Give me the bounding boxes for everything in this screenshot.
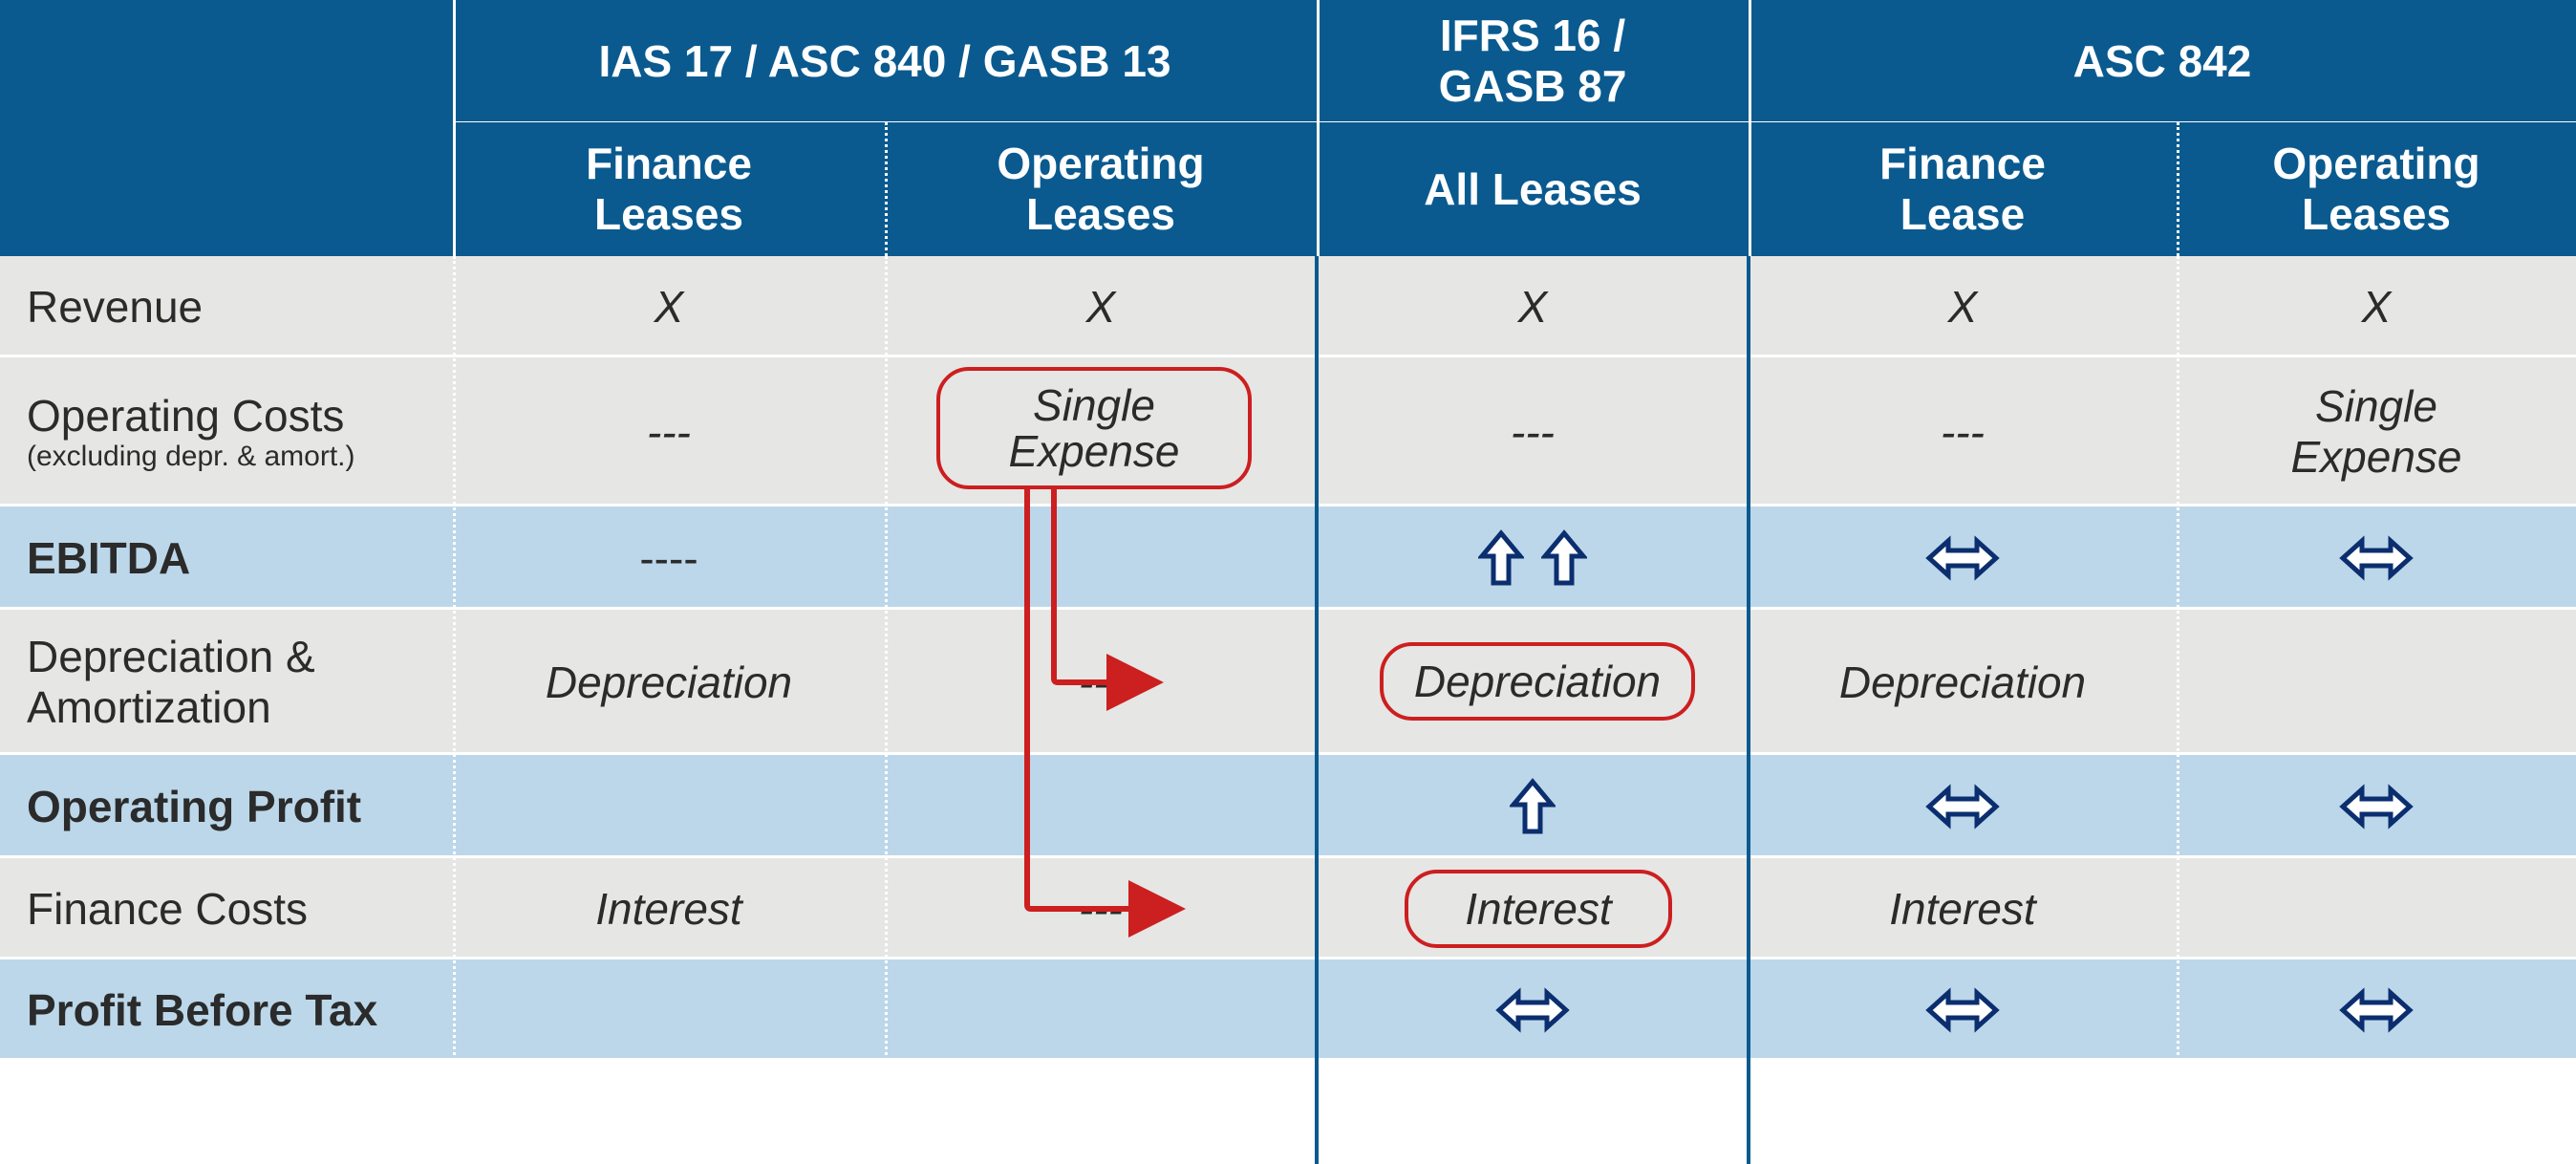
cell-ebitda-c1: ---- [453,507,885,610]
cell-ebitda-c5-arrow-icon [2177,507,2576,610]
header-solid-divider [1749,0,1751,256]
cell-fincosts-c4: Interest [1749,858,2177,959]
bubble-single-expense: SingleExpense [936,367,1252,489]
row-label-pbt: Profit Before Tax [0,959,453,1061]
row-label-opprofit: Operating Profit [0,755,453,858]
cell-opprofit-c5-arrow-icon [2177,755,2576,858]
cell-opcosts-c3: --- [1317,357,1749,507]
header-hdr-ifrs: IFRS 16 /GASB 87 [1317,0,1749,122]
cell-pbt-c1 [453,959,885,1061]
subheader-col3: All Leases [1317,122,1749,256]
cell-ebitda-c2 [885,507,1317,610]
cell-opcosts-c5: SingleExpense [2177,357,2576,507]
cell-pbt-c3-arrow-icon [1317,959,1749,1061]
cell-pbt-c4-arrow-icon [1749,959,2177,1061]
subheader-col2: OperatingLeases [885,122,1317,256]
header-hdr-asc842: ASC 842 [1749,0,2576,122]
header-hdr-old: IAS 17 / ASC 840 / GASB 13 [453,0,1317,122]
cell-revenue-c5: X [2177,256,2576,357]
cell-da-c2: --- [885,610,1317,755]
body-dotted-divider [885,256,888,1061]
cell-pbt-c5-arrow-icon [2177,959,2576,1061]
row-label-opcosts-sub: (excluding depr. & amort.) [27,441,355,472]
cell-fincosts-c1: Interest [453,858,885,959]
cell-opprofit-c1 [453,755,885,858]
row-label-ebitda: EBITDA [0,507,453,610]
cell-ebitda-c4-arrow-icon [1749,507,2177,610]
header-solid-divider [1317,0,1320,256]
cell-opprofit-c3-arrow-icon [1317,755,1749,858]
row-label-opcosts-main: Operating Costs [27,392,355,441]
cell-fincosts-c2: --- [885,858,1317,959]
bubble-interest: Interest [1405,870,1672,948]
cell-opcosts-c4: --- [1749,357,2177,507]
body-group-divider [1747,256,1750,1164]
cell-da-c1: Depreciation [453,610,885,755]
header-blank [0,0,453,256]
subheader-col4: FinanceLease [1749,122,2177,256]
body-dotted-divider [453,256,456,1061]
cell-fincosts-c5 [2177,858,2576,959]
row-label-opcosts: Operating Costs(excluding depr. & amort.… [0,357,453,507]
cell-opprofit-c4-arrow-icon [1749,755,2177,858]
cell-da-c5 [2177,610,2576,755]
subheader-col1: FinanceLeases [453,122,885,256]
row-label-fincosts: Finance Costs [0,858,453,959]
row-gap [0,1058,2576,1061]
cell-opcosts-c1: --- [453,357,885,507]
bubble-depreciation: Depreciation [1380,642,1695,721]
header-dotted-divider [2177,122,2179,256]
body-group-divider [1315,256,1319,1164]
cell-revenue-c1: X [453,256,885,357]
header-solid-divider [453,0,456,256]
cell-opprofit-c2 [885,755,1317,858]
row-label-revenue: Revenue [0,256,453,357]
subheader-col5: OperatingLeases [2177,122,2576,256]
cell-revenue-c4: X [1749,256,2177,357]
cell-pbt-c2 [885,959,1317,1061]
body-dotted-divider [2177,256,2179,1061]
cell-revenue-c2: X [885,256,1317,357]
header-dotted-divider [885,122,888,256]
cell-da-c4: Depreciation [1749,610,2177,755]
cell-revenue-c3: X [1317,256,1749,357]
cell-ebitda-c3-arrow-icon [1317,507,1749,610]
lease-accounting-comparison-table: IAS 17 / ASC 840 / GASB 13IFRS 16 /GASB … [0,0,2576,1164]
row-label-da: Depreciation &Amortization [0,610,453,755]
